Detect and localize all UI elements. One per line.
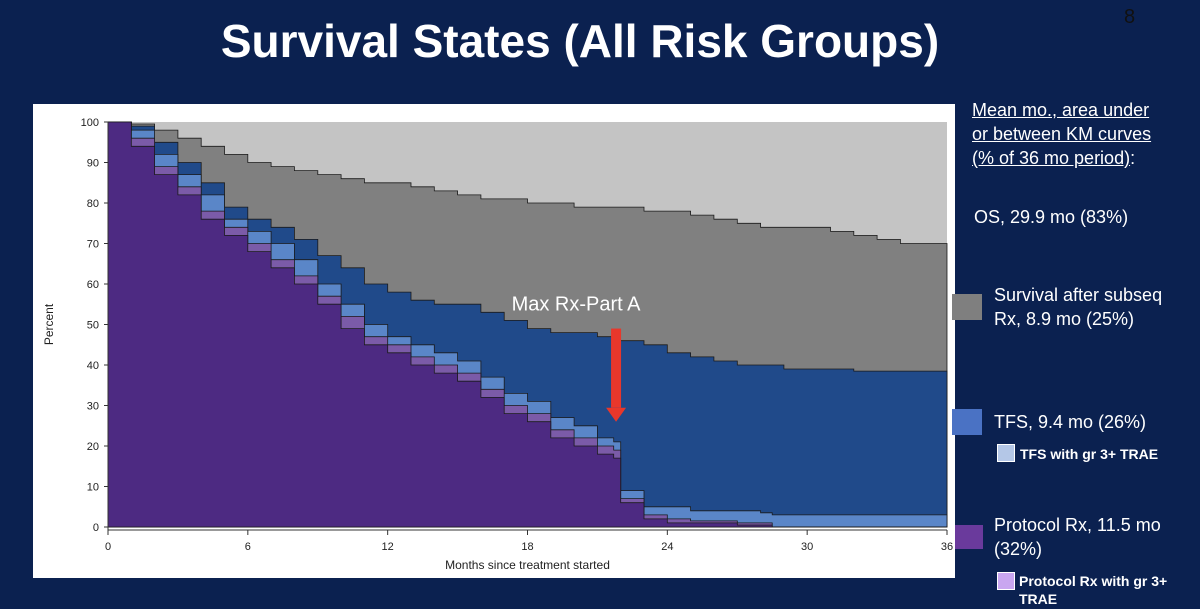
y-tick-label: 30 bbox=[87, 401, 99, 413]
y-tick-label: 100 bbox=[81, 117, 99, 129]
chart-areas bbox=[107, 121, 948, 528]
y-tick-label: 70 bbox=[87, 239, 99, 251]
legend-protocol-trae: Protocol Rx with gr 3+ TRAE bbox=[1019, 572, 1167, 608]
y-tick-label: 0 bbox=[93, 522, 99, 534]
legend-tfs: TFS, 9.4 mo (26%) bbox=[994, 412, 1147, 432]
legend-protocol-line2: (32%) bbox=[994, 539, 1043, 559]
legend-subseq-swatch bbox=[952, 294, 982, 320]
x-tick-label: 0 bbox=[105, 541, 111, 553]
chart-ticks: 0 10 20 30 40 50 60 70 80 90 100 0 6 12 18 24 30 36 bbox=[81, 117, 953, 553]
legend-protocol: Protocol Rx, 11.5 mo (32%) bbox=[994, 513, 1161, 561]
legend-header-line2: or between KM curves bbox=[972, 124, 1152, 144]
legend-tfs-trae: TFS with gr 3+ TRAE bbox=[1020, 446, 1159, 462]
x-tick-label: 6 bbox=[245, 541, 251, 553]
legend-header-colon: : bbox=[1130, 148, 1136, 168]
x-tick-label: 36 bbox=[941, 541, 953, 553]
y-tick-label: 80 bbox=[87, 198, 99, 210]
y-tick-label: 20 bbox=[87, 441, 99, 453]
legend-protocol-trae-line2: TRAE bbox=[1019, 591, 1058, 607]
y-tick-label: 60 bbox=[87, 279, 99, 291]
y-tick-label: 50 bbox=[87, 320, 99, 332]
arrow-head bbox=[606, 407, 627, 422]
annotation-label: Max Rx-Part A bbox=[512, 294, 642, 316]
legend-header: Mean mo., area under or between KM curve… bbox=[972, 98, 1194, 170]
legend-protocol-swatch bbox=[955, 525, 983, 549]
y-tick-label: 10 bbox=[87, 482, 99, 494]
legend-tfs-swatch bbox=[952, 409, 982, 435]
legend-subseq-line1: Survival after subseq bbox=[994, 285, 1163, 305]
y-tick-label: 90 bbox=[87, 158, 99, 170]
y-tick-label: 40 bbox=[87, 360, 99, 372]
page-number: 8 bbox=[1124, 6, 1136, 28]
legend-protocol-trae-line1: Protocol Rx with gr 3+ bbox=[1019, 573, 1168, 589]
legend-tfs-trae-swatch bbox=[997, 444, 1015, 462]
x-tick-label: 12 bbox=[382, 541, 394, 553]
legend-protocol-line1: Protocol Rx, 11.5 mo bbox=[994, 515, 1161, 535]
survival-chart: Months since treatment started Percent 0 1… bbox=[42, 117, 953, 572]
legend-subseq: Survival after subseq Rx, 8.9 mo (25%) bbox=[994, 283, 1162, 331]
legend-header-line3-row: (% of 36 mo period): bbox=[972, 146, 1194, 170]
x-tick-label: 30 bbox=[801, 541, 813, 553]
area-protocol-rx bbox=[107, 121, 947, 528]
legend-subseq-line2: Rx, 8.9 mo (25%) bbox=[994, 309, 1135, 329]
x-tick-label: 18 bbox=[521, 541, 533, 553]
legend-header-line3: (% of 36 mo period) bbox=[972, 148, 1131, 168]
slide-title: Survival States (All Risk Groups) bbox=[220, 15, 940, 67]
arrow-shaft bbox=[611, 328, 622, 408]
legend-protocol-trae-swatch bbox=[997, 572, 1015, 590]
y-axis-label: Percent bbox=[42, 303, 56, 345]
chart-annotation: Max Rx-Part A bbox=[512, 294, 642, 422]
chart-panel: Months since treatment started Percent 0 1… bbox=[33, 104, 955, 578]
x-axis-label: Months since treatment started bbox=[445, 558, 610, 572]
legend-header-line1: Mean mo., area under bbox=[972, 100, 1150, 120]
legend-os: OS, 29.9 mo (83%) bbox=[974, 207, 1129, 227]
x-tick-label: 24 bbox=[661, 541, 673, 553]
